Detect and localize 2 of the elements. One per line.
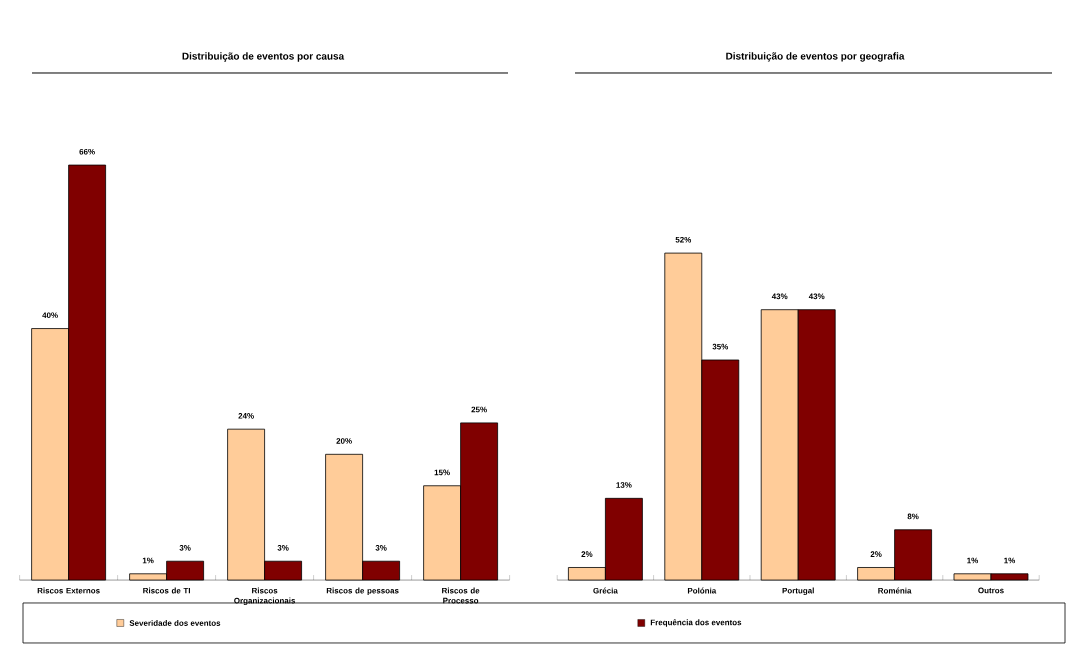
chart-title: Distribuição de eventos por geografia [726,52,905,62]
chart-title: Distribuição de eventos por causa [182,52,345,62]
